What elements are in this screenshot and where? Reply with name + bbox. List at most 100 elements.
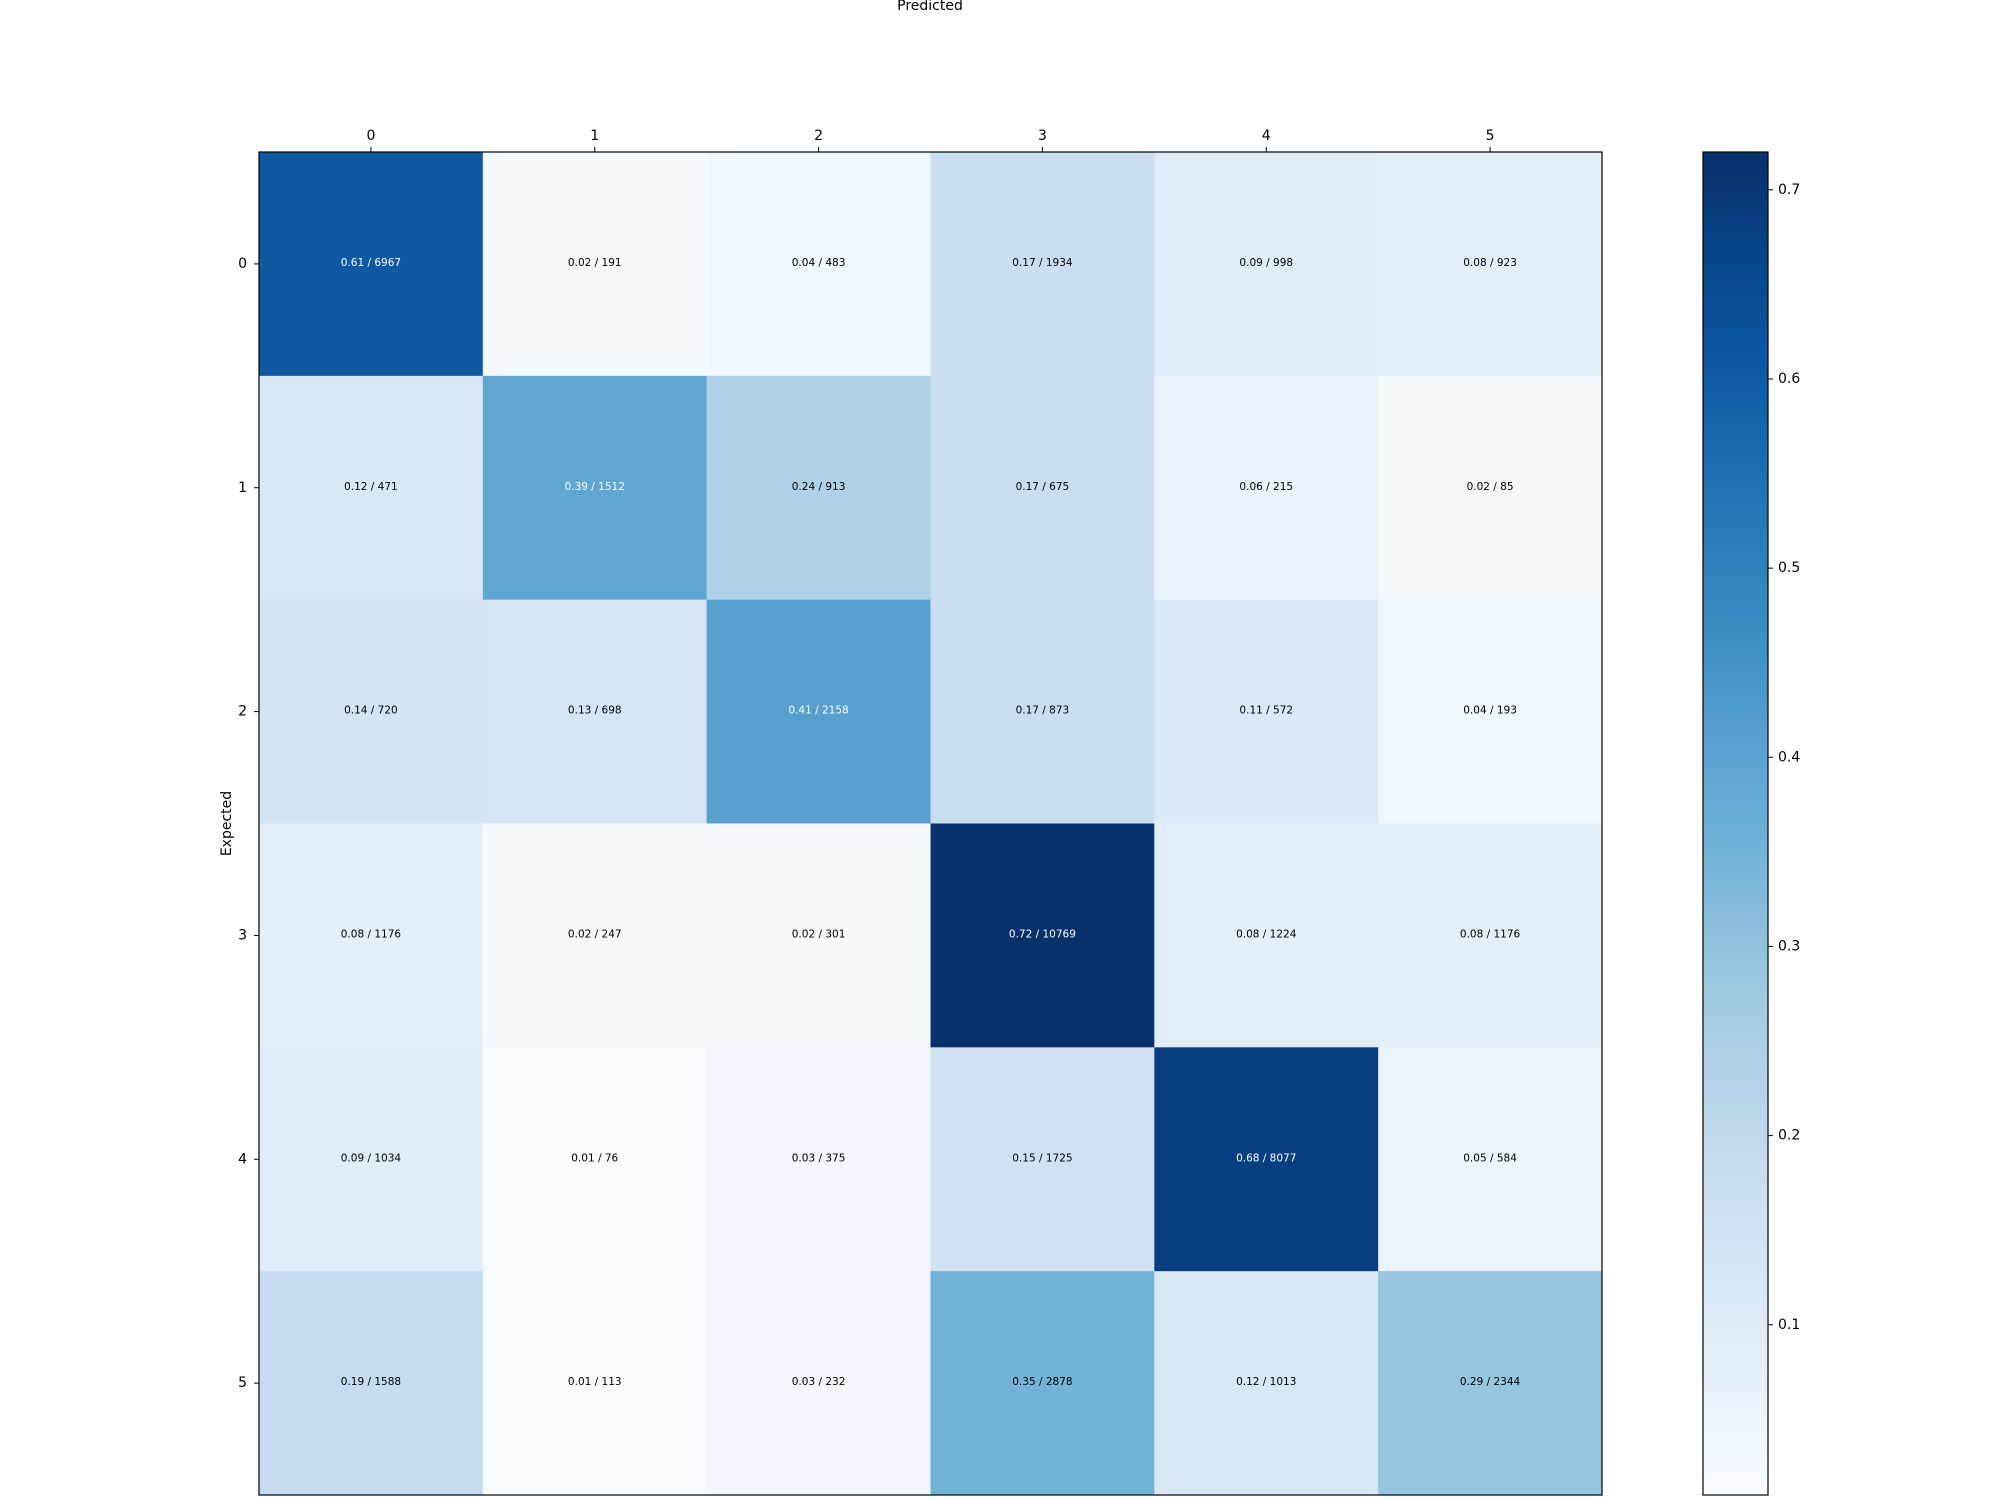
cell-value-label: 0.08 / 1176	[1460, 928, 1521, 940]
heatmap-cell	[706, 823, 931, 1048]
heatmap-cell	[706, 1271, 931, 1496]
colorbar-tick-label: 0.6	[1778, 371, 1800, 387]
colorbar-tick-label: 0.7	[1778, 182, 1800, 198]
cell-value-label: 0.05 / 584	[1463, 1152, 1517, 1164]
heatmap-cell	[706, 599, 931, 824]
heatmap-cell	[1378, 1047, 1603, 1272]
heatmap-cell	[259, 1271, 484, 1496]
cell-value-label: 0.41 / 2158	[788, 705, 848, 717]
x-axis-ticks: 0 1 2 3 4 5	[366, 128, 1495, 152]
cell-value-label: 0.03 / 232	[792, 1376, 846, 1388]
heatmap-cell	[1378, 152, 1603, 377]
cell-value-label: 0.72 / 10769	[1009, 928, 1076, 940]
heatmap-cell	[259, 152, 484, 377]
x-tick-label: 2	[814, 128, 823, 144]
heatmap-cell	[259, 823, 484, 1048]
heatmap-cell	[930, 823, 1155, 1048]
heatmap-cell	[1378, 599, 1603, 824]
x-axis-title: Predicted	[897, 0, 963, 14]
colorbar-tick-label: 0.2	[1778, 1128, 1800, 1144]
heatmap-cell	[482, 599, 708, 824]
cell-value-label: 0.68 / 8077	[1236, 1152, 1296, 1164]
cell-value-label: 0.11 / 572	[1239, 705, 1293, 717]
heatmap-cell	[482, 823, 708, 1048]
cell-value-label: 0.17 / 675	[1016, 481, 1070, 493]
colorbar	[1702, 151, 1769, 1496]
cell-value-label: 0.02 / 191	[568, 257, 622, 269]
heatmap-cell	[706, 1047, 931, 1272]
plot-frame	[258, 151, 1603, 1496]
colorbar-tick-label: 0.5	[1778, 560, 1800, 576]
cell-value-label: 0.24 / 913	[792, 481, 846, 493]
heatmap-cell	[1154, 599, 1379, 824]
cell-value-label: 0.08 / 1224	[1236, 928, 1297, 940]
cell-value-label: 0.17 / 1934	[1012, 257, 1073, 269]
heatmap-cell-labels: 0.61 / 6967 0.02 / 191 0.04 / 483 0.17 / 19…	[341, 257, 1521, 1388]
heatmap-cell	[1154, 152, 1379, 377]
heatmap-cell	[930, 1047, 1155, 1272]
heatmap-cell	[1154, 823, 1379, 1048]
cell-value-label: 0.15 / 1725	[1012, 1152, 1072, 1164]
cell-value-label: 0.01 / 76	[571, 1152, 618, 1164]
y-tick-label: 5	[238, 1375, 247, 1391]
heatmap-cell	[706, 152, 931, 377]
cell-value-label: 0.08 / 923	[1463, 257, 1517, 269]
cell-value-label: 0.35 / 2878	[1012, 1376, 1072, 1388]
heatmap-cell	[1154, 1047, 1379, 1272]
cell-value-label: 0.17 / 873	[1016, 705, 1070, 717]
y-tick-label: 2	[238, 704, 247, 720]
y-tick-label: 0	[238, 256, 247, 272]
cell-value-label: 0.01 / 113	[568, 1376, 622, 1388]
y-tick-label: 1	[238, 480, 247, 496]
heatmap-cell	[706, 375, 931, 601]
heatmap-cell	[1154, 375, 1379, 601]
heatmap-cell	[482, 1047, 708, 1272]
heatmap-cell	[930, 375, 1155, 601]
colorbar-ticks: 0.1 0.2 0.3 0.4 0.5 0.6 0.7	[1768, 182, 1800, 1333]
y-tick-label: 3	[238, 927, 247, 943]
cell-value-label: 0.06 / 215	[1239, 481, 1293, 493]
cell-value-label: 0.61 / 6967	[341, 257, 401, 269]
heatmap-cell	[482, 1271, 708, 1496]
colorbar-tick-label: 0.1	[1778, 1317, 1800, 1333]
cell-value-label: 0.09 / 1034	[341, 1152, 402, 1164]
heatmap-cell	[482, 375, 708, 601]
heatmap-cell	[1154, 1271, 1379, 1496]
cell-value-label: 0.04 / 193	[1463, 705, 1517, 717]
cell-value-label: 0.19 / 1588	[341, 1376, 401, 1388]
x-tick-label: 3	[1038, 128, 1047, 144]
heatmap-cell	[1378, 375, 1603, 601]
cell-value-label: 0.02 / 247	[568, 928, 622, 940]
heatmap-cell	[259, 375, 484, 601]
cell-value-label: 0.02 / 301	[792, 928, 846, 940]
y-axis-ticks: 0 1 2 3 4 5	[238, 256, 259, 1391]
heatmap-cell	[930, 599, 1155, 824]
cell-value-label: 0.09 / 998	[1239, 257, 1293, 269]
x-tick-label: 4	[1262, 128, 1271, 144]
cell-value-label: 0.14 / 720	[344, 705, 398, 717]
heatmap-cell	[1378, 1271, 1603, 1496]
x-tick-label: 1	[590, 128, 599, 144]
colorbar-tick-label: 0.3	[1778, 938, 1800, 954]
heatmap-cell	[482, 152, 708, 377]
heatmap-cell	[930, 1271, 1155, 1496]
y-axis-title: Expected	[219, 791, 235, 856]
heatmap-cell	[1378, 823, 1603, 1048]
cell-value-label: 0.03 / 375	[792, 1152, 846, 1164]
heatmap-cells	[259, 152, 1603, 1496]
heatmap-cell	[259, 1047, 484, 1272]
colorbar-tick-label: 0.4	[1778, 749, 1800, 765]
cell-value-label: 0.13 / 698	[568, 705, 622, 717]
y-tick-label: 4	[238, 1151, 247, 1167]
x-tick-label: 5	[1486, 128, 1495, 144]
cell-value-label: 0.08 / 1176	[341, 928, 402, 940]
heatmap-cell	[259, 599, 484, 824]
cell-value-label: 0.02 / 85	[1467, 481, 1514, 493]
cell-value-label: 0.39 / 1512	[565, 481, 625, 493]
cell-value-label: 0.29 / 2344	[1460, 1376, 1521, 1388]
heatmap-cell	[930, 152, 1155, 377]
cell-value-label: 0.12 / 471	[344, 481, 398, 493]
cell-value-label: 0.04 / 483	[792, 257, 846, 269]
cell-value-label: 0.12 / 1013	[1236, 1376, 1296, 1388]
